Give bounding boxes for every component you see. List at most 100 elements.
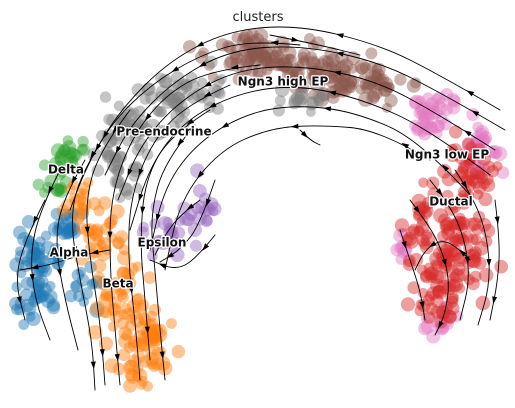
data-point xyxy=(31,251,47,267)
data-point xyxy=(68,155,79,166)
data-point xyxy=(90,223,104,237)
streamline-arrow xyxy=(401,241,407,249)
data-point xyxy=(289,82,301,94)
data-point xyxy=(123,108,137,122)
data-point xyxy=(442,224,455,237)
data-point xyxy=(284,53,295,64)
data-point xyxy=(457,189,471,203)
data-point xyxy=(435,321,449,336)
data-point xyxy=(463,152,475,164)
data-point xyxy=(466,108,480,121)
data-point xyxy=(102,134,117,149)
data-point xyxy=(440,88,454,101)
data-point xyxy=(272,49,284,61)
data-point xyxy=(111,175,125,189)
data-point xyxy=(44,174,59,189)
data-point xyxy=(175,82,189,96)
data-point xyxy=(89,302,105,318)
data-point xyxy=(466,253,481,268)
data-point xyxy=(100,287,114,301)
data-point xyxy=(463,156,475,169)
data-point xyxy=(354,59,370,75)
data-point xyxy=(40,230,52,241)
data-point xyxy=(204,55,218,69)
data-point xyxy=(48,156,64,172)
data-point xyxy=(216,74,227,85)
data-point xyxy=(133,114,148,129)
data-point xyxy=(475,127,488,141)
data-point xyxy=(116,116,131,132)
data-point xyxy=(448,232,461,245)
streamline-arrow xyxy=(459,249,467,257)
data-point xyxy=(207,71,219,83)
data-point xyxy=(32,249,46,263)
data-point xyxy=(139,355,152,368)
data-point xyxy=(20,276,35,291)
data-point xyxy=(153,328,168,343)
data-point xyxy=(455,193,469,207)
data-point xyxy=(311,36,325,51)
streamline-arrow xyxy=(177,138,185,146)
data-point xyxy=(62,153,74,165)
streamline-arrow xyxy=(419,301,425,310)
data-point xyxy=(359,62,372,74)
data-point xyxy=(268,51,281,64)
data-point xyxy=(438,300,452,314)
data-point xyxy=(471,149,487,165)
data-point xyxy=(193,184,207,198)
data-point xyxy=(494,259,509,274)
data-point xyxy=(479,268,494,283)
data-point xyxy=(442,318,454,330)
data-point xyxy=(108,296,122,310)
data-point xyxy=(114,286,126,297)
data-point xyxy=(274,60,286,72)
data-point xyxy=(469,246,482,260)
streamline-arrows xyxy=(16,33,500,370)
data-point xyxy=(53,160,65,173)
data-point xyxy=(418,110,432,124)
streamline-arrow xyxy=(221,122,230,129)
data-point xyxy=(470,252,482,263)
data-point xyxy=(452,233,465,247)
data-point xyxy=(238,45,252,58)
data-point xyxy=(416,101,430,116)
data-point xyxy=(326,61,338,72)
data-point xyxy=(294,90,310,105)
data-point xyxy=(158,73,173,89)
data-point xyxy=(358,73,370,84)
data-point xyxy=(333,79,348,93)
data-point xyxy=(280,63,291,74)
data-point xyxy=(440,103,453,116)
data-point xyxy=(74,193,87,206)
data-point xyxy=(394,242,406,254)
data-point xyxy=(258,45,274,60)
data-point xyxy=(154,105,166,118)
data-point xyxy=(71,268,85,282)
data-point xyxy=(132,261,143,272)
data-point xyxy=(198,47,209,58)
data-point xyxy=(59,176,73,189)
data-point xyxy=(246,47,261,62)
data-point xyxy=(443,310,457,324)
data-point xyxy=(243,50,258,64)
data-point xyxy=(472,165,488,181)
data-point xyxy=(445,290,459,304)
data-point xyxy=(416,233,430,247)
data-point xyxy=(430,119,445,134)
data-point xyxy=(75,222,88,235)
data-point xyxy=(144,352,159,367)
data-point xyxy=(371,62,386,77)
data-point xyxy=(65,221,77,233)
streamline-arrow xyxy=(197,170,205,179)
data-point xyxy=(147,128,162,143)
data-point xyxy=(425,302,439,316)
data-point xyxy=(45,252,59,265)
data-point xyxy=(441,226,456,241)
data-point xyxy=(259,50,272,62)
data-point xyxy=(165,224,179,237)
data-point xyxy=(462,257,475,270)
data-point xyxy=(163,225,177,239)
data-point xyxy=(129,107,140,118)
data-point xyxy=(132,350,146,364)
cluster-points-alpha xyxy=(9,207,110,330)
